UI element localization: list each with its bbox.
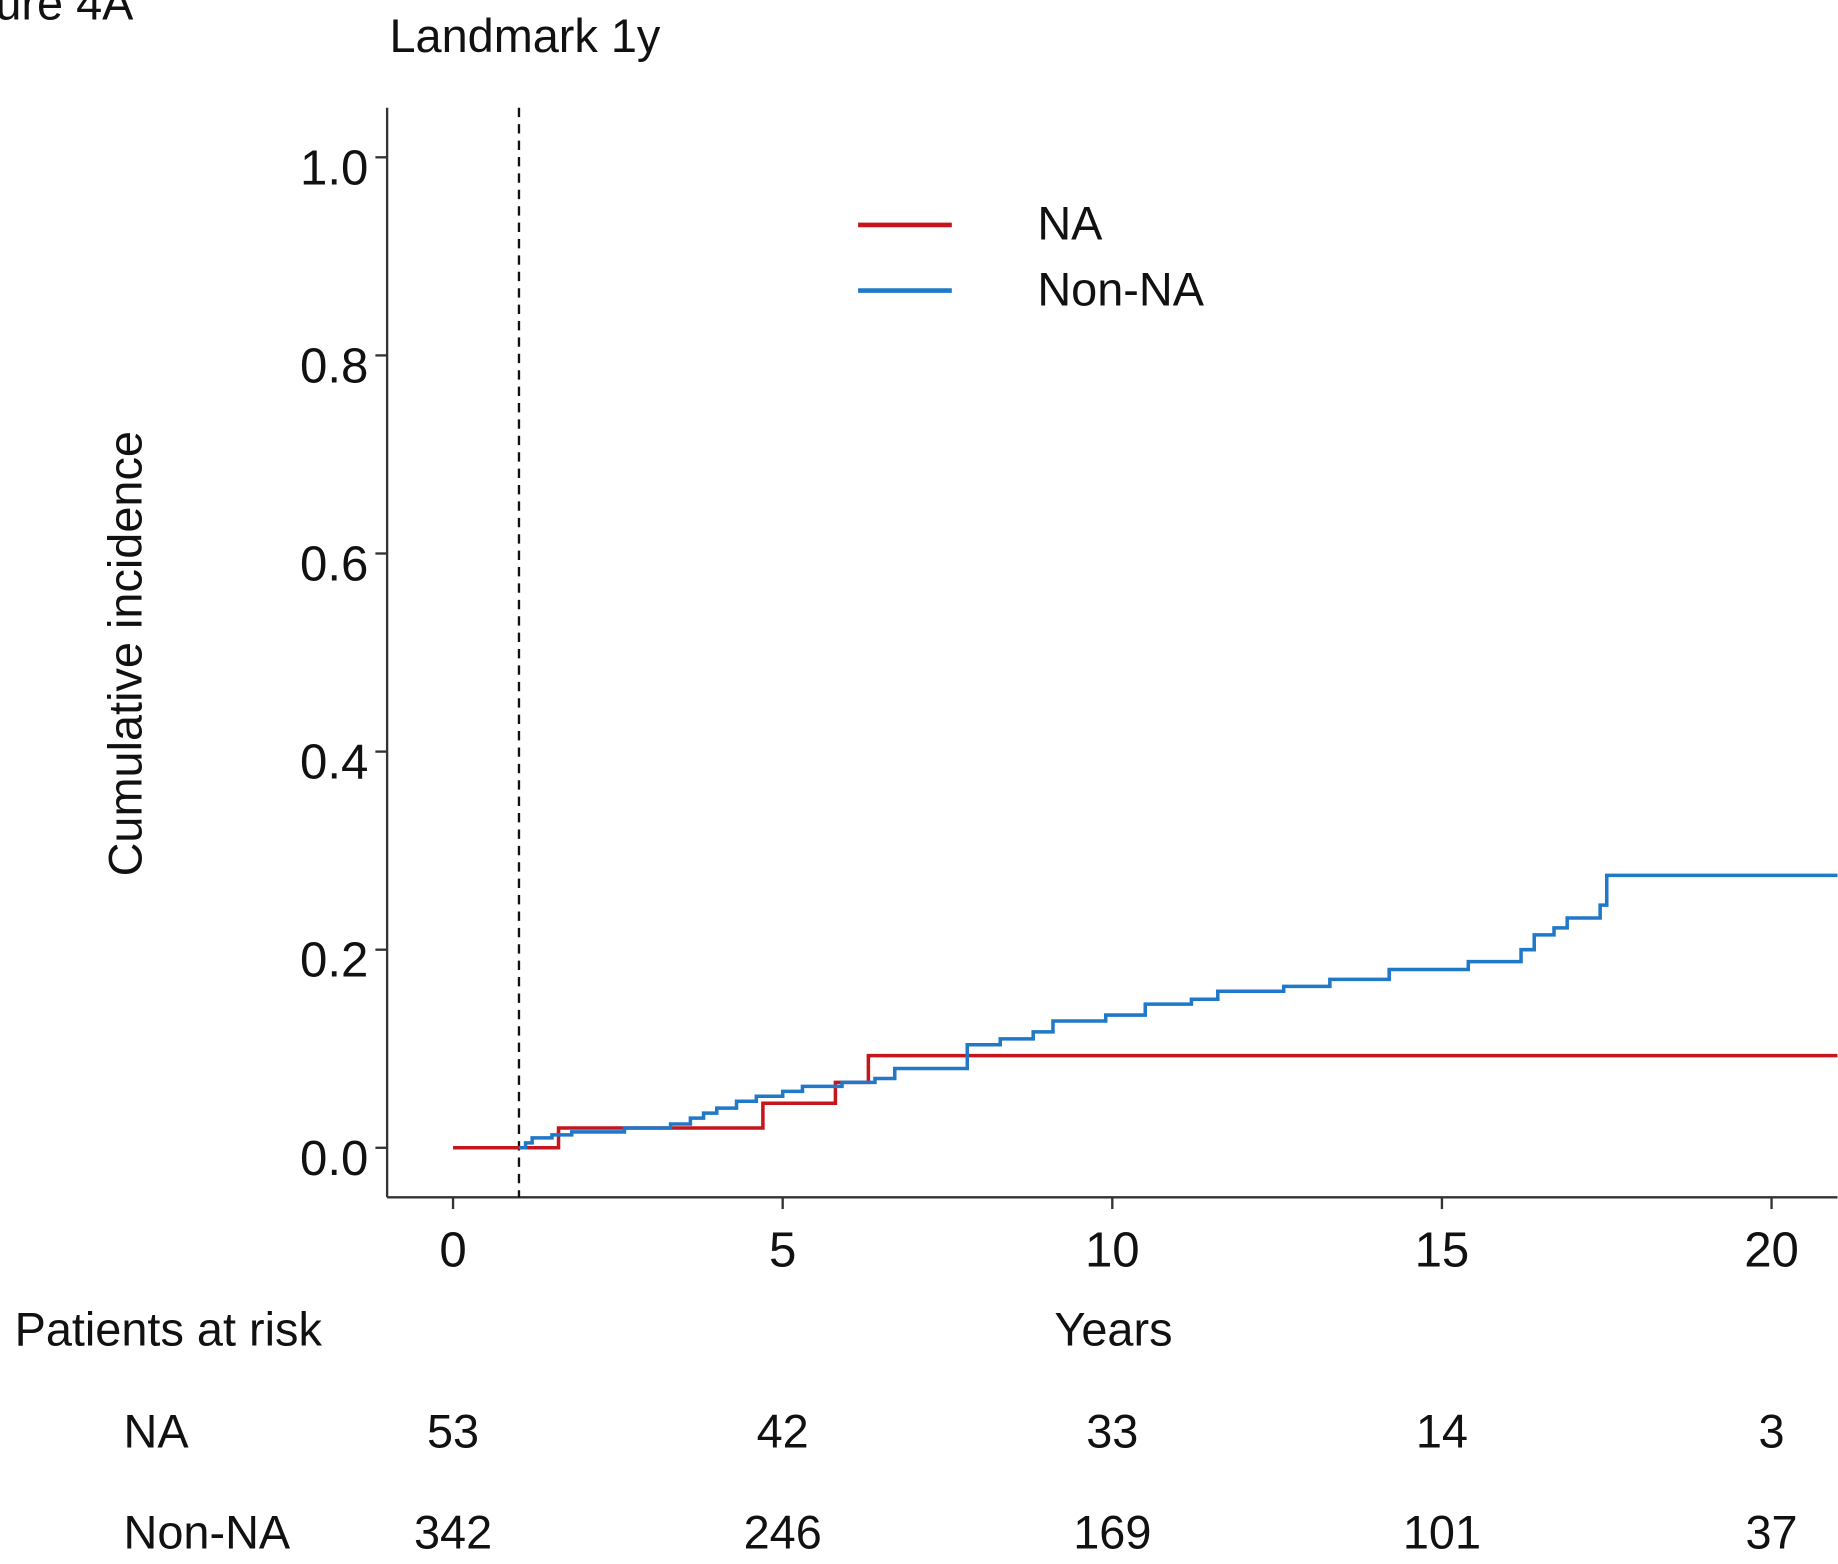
- y-tick-label: 0.6: [300, 537, 368, 592]
- risk-value: 101: [1403, 1506, 1481, 1558]
- x-tick-label: 5: [769, 1223, 796, 1278]
- risk-table-title: Patients at risk: [15, 1304, 323, 1356]
- risk-value: 37: [1745, 1506, 1797, 1558]
- risk-value: 14: [1416, 1406, 1468, 1458]
- risk-value: 42: [757, 1406, 809, 1458]
- x-tick-label: 20: [1744, 1223, 1799, 1278]
- y-tick-label: 0.4: [300, 735, 368, 790]
- legend-label: Non-NA: [1037, 263, 1204, 315]
- step-line: [453, 1053, 1838, 1150]
- y-tick-label: 0.0: [300, 1131, 368, 1186]
- figure-label: Figure 4A: [0, 0, 134, 29]
- risk-value: 33: [1086, 1406, 1138, 1458]
- chart-title: Landmark 1y: [389, 10, 660, 62]
- risk-value: 246: [744, 1506, 822, 1558]
- risk-row-label: NA: [124, 1406, 190, 1458]
- x-axis-label: Years: [1054, 1304, 1172, 1356]
- risk-row-label: Non-NA: [124, 1506, 291, 1558]
- legend-label: NA: [1037, 198, 1103, 250]
- risk-value: 169: [1073, 1506, 1151, 1558]
- y-tick-label: 1.0: [300, 140, 368, 195]
- risk-value: 53: [427, 1406, 479, 1458]
- y-axis-label: Cumulative incidence: [100, 431, 152, 876]
- risk-value: 342: [414, 1506, 492, 1558]
- step-line: [518, 873, 1838, 1150]
- x-tick-label: 0: [439, 1223, 466, 1278]
- y-tick-label: 0.8: [300, 338, 368, 393]
- x-tick-label: 15: [1415, 1223, 1470, 1278]
- risk-value: 3: [1759, 1406, 1785, 1458]
- y-tick-label: 0.2: [300, 933, 368, 988]
- x-tick-label: 10: [1085, 1223, 1140, 1278]
